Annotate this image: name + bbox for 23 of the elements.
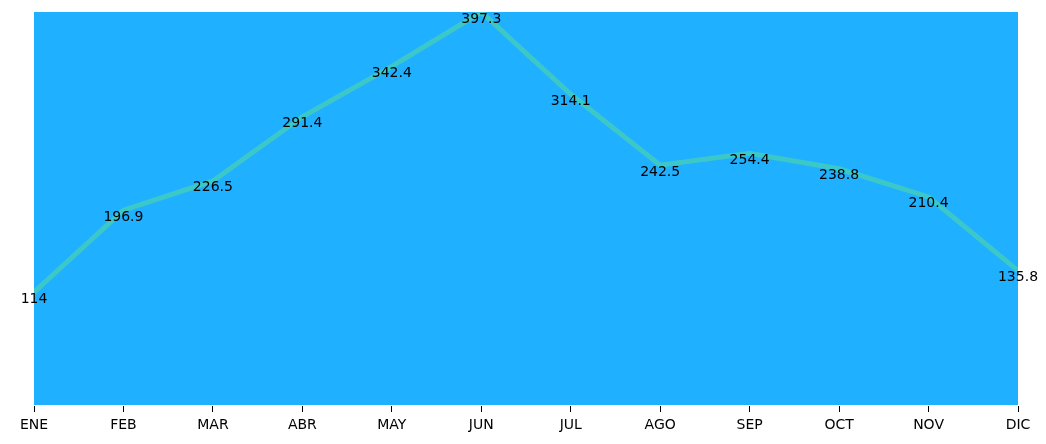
x-tick-label: OCT [824, 415, 855, 432]
x-tick-label: AGO [644, 415, 676, 432]
data-label: 238.8 [819, 166, 860, 183]
x-tick-label: SEP [736, 415, 763, 432]
x-tick-label: MAY [377, 415, 407, 432]
x-tick-label: FEB [110, 415, 137, 432]
data-label: 342.4 [371, 63, 412, 80]
x-tick-label: ENE [19, 415, 49, 432]
data-label: 196.9 [103, 207, 144, 224]
x-tick-label: ABR [287, 415, 318, 432]
x-tick-label: JUL [558, 415, 583, 432]
data-label: 254.4 [729, 150, 770, 167]
data-label: 210.4 [908, 194, 949, 211]
data-label: 314.1 [550, 91, 591, 108]
data-label: 135.8 [997, 268, 1039, 285]
x-tick-label: MAR [197, 415, 229, 432]
x-tick-label: DIC [1005, 415, 1031, 432]
data-label: 242.5 [640, 162, 681, 179]
x-tick-label: JUN [467, 415, 494, 432]
x-tick-label: NOV [913, 415, 945, 432]
data-label: 397.3 [461, 9, 502, 26]
data-label: 291.4 [282, 114, 323, 131]
data-label: 226.5 [192, 178, 233, 195]
